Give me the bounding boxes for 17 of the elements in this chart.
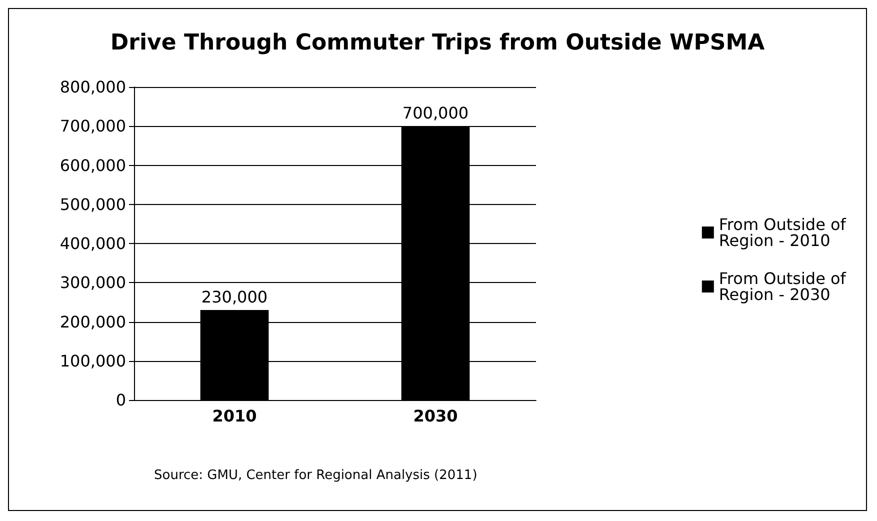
data-label: 700,000: [402, 104, 469, 123]
y-tick-label: 700,000: [60, 116, 126, 136]
chart-title: Drive Through Commuter Trips from Outside WPSMA: [110, 30, 765, 56]
data-label: 230,000: [201, 288, 268, 307]
x-tick-label: 2010: [212, 406, 257, 426]
legend-label: From Outside of Region - 2030: [718, 269, 851, 304]
y-tick-label: 400,000: [60, 234, 126, 253]
y-tick-label: 800,000: [60, 78, 126, 96]
y-tick-label: 300,000: [60, 273, 126, 292]
source-note: Source: GMU, Center for Regional Analysis (2011): [154, 468, 478, 483]
legend-label: From Outside of Region - 2010: [718, 215, 851, 250]
y-tick-label: 0: [116, 390, 126, 410]
y-tick-label: 200,000: [60, 312, 126, 332]
y-tick-label: 500,000: [60, 194, 126, 214]
y-tick-label: 600,000: [60, 156, 126, 175]
y-tick-label: 100,000: [60, 351, 126, 370]
x-tick-label: 2030: [413, 406, 458, 426]
